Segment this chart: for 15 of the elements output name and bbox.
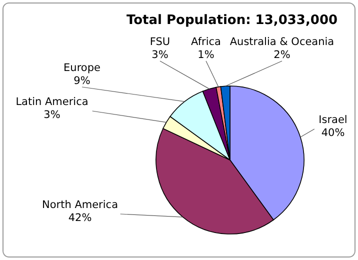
data-label: 1% — [198, 49, 214, 61]
slice-label: Australia & Oceania — [230, 36, 334, 48]
data-label: 40% — [321, 127, 345, 139]
data-label: 3% — [44, 109, 60, 121]
data-label: 3% — [152, 49, 168, 61]
slice-label: North America — [42, 199, 118, 211]
slice-label: Israel — [318, 114, 348, 126]
slice-label: Latin America — [16, 96, 88, 108]
slice-label: FSU — [150, 36, 170, 48]
chart-title: Total Population: 13,033,000 — [126, 13, 338, 28]
slice-label: Africa — [191, 36, 221, 48]
data-label: 42% — [68, 212, 92, 224]
data-label: 9% — [74, 75, 90, 87]
data-label: 2% — [274, 49, 290, 61]
slice-label: Europe — [64, 62, 100, 74]
